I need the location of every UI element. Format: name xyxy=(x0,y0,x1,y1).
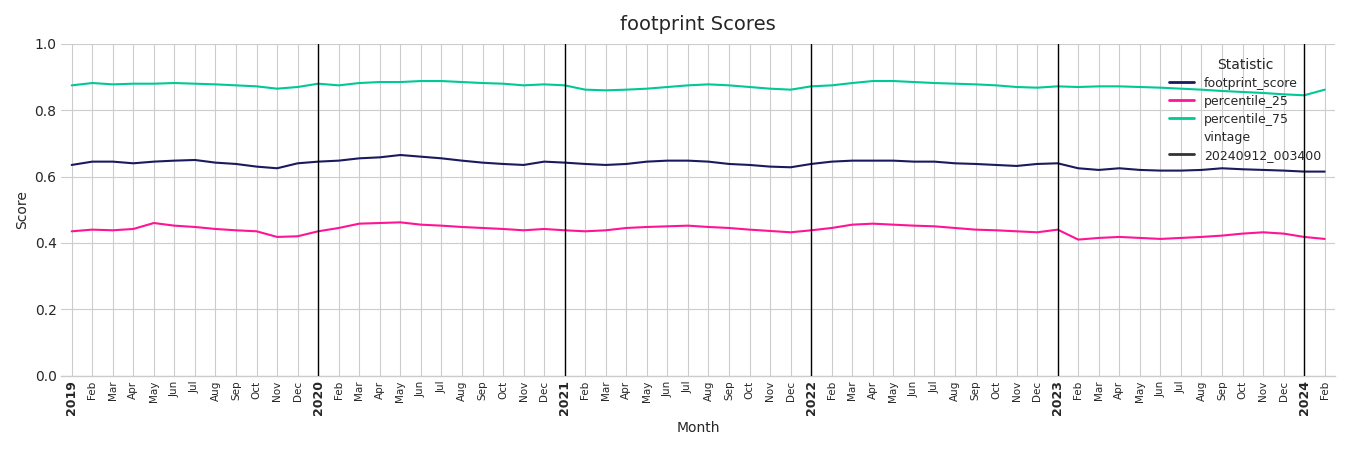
footprint_score xyxy=(310,159,327,164)
Title: footprint Scores: footprint Scores xyxy=(621,15,776,34)
Line: percentile_25: percentile_25 xyxy=(72,222,1324,239)
percentile_75 xyxy=(1296,93,1312,98)
Legend: footprint_score, percentile_25, percentile_75, vintage, 20240912_003400: footprint_score, percentile_25, percenti… xyxy=(1161,50,1328,169)
percentile_25 xyxy=(166,223,182,228)
percentile_75 xyxy=(310,81,327,86)
percentile_25 xyxy=(1316,236,1332,242)
X-axis label: Month: Month xyxy=(676,421,720,435)
percentile_25 xyxy=(1193,234,1210,240)
footprint_score xyxy=(844,158,860,163)
percentile_75 xyxy=(1173,86,1189,91)
footprint_score xyxy=(393,152,409,158)
percentile_75 xyxy=(1316,87,1332,92)
percentile_25 xyxy=(1071,237,1087,242)
Line: percentile_75: percentile_75 xyxy=(72,81,1324,95)
percentile_75 xyxy=(844,81,860,86)
footprint_score xyxy=(1173,168,1189,173)
percentile_75 xyxy=(393,79,409,85)
percentile_25 xyxy=(310,229,327,234)
percentile_25 xyxy=(393,220,409,225)
percentile_75 xyxy=(166,81,182,86)
percentile_75 xyxy=(63,83,80,88)
footprint_score xyxy=(63,162,80,168)
footprint_score xyxy=(413,154,429,159)
footprint_score xyxy=(1296,169,1312,174)
footprint_score xyxy=(166,158,182,163)
footprint_score xyxy=(701,159,717,164)
percentile_25 xyxy=(701,224,717,230)
percentile_75 xyxy=(413,78,429,84)
percentile_25 xyxy=(844,222,860,227)
footprint_score xyxy=(1316,169,1332,174)
Line: footprint_score: footprint_score xyxy=(72,155,1324,171)
percentile_75 xyxy=(701,81,717,87)
Y-axis label: Score: Score xyxy=(15,190,28,229)
percentile_25 xyxy=(63,229,80,234)
percentile_25 xyxy=(413,222,429,227)
